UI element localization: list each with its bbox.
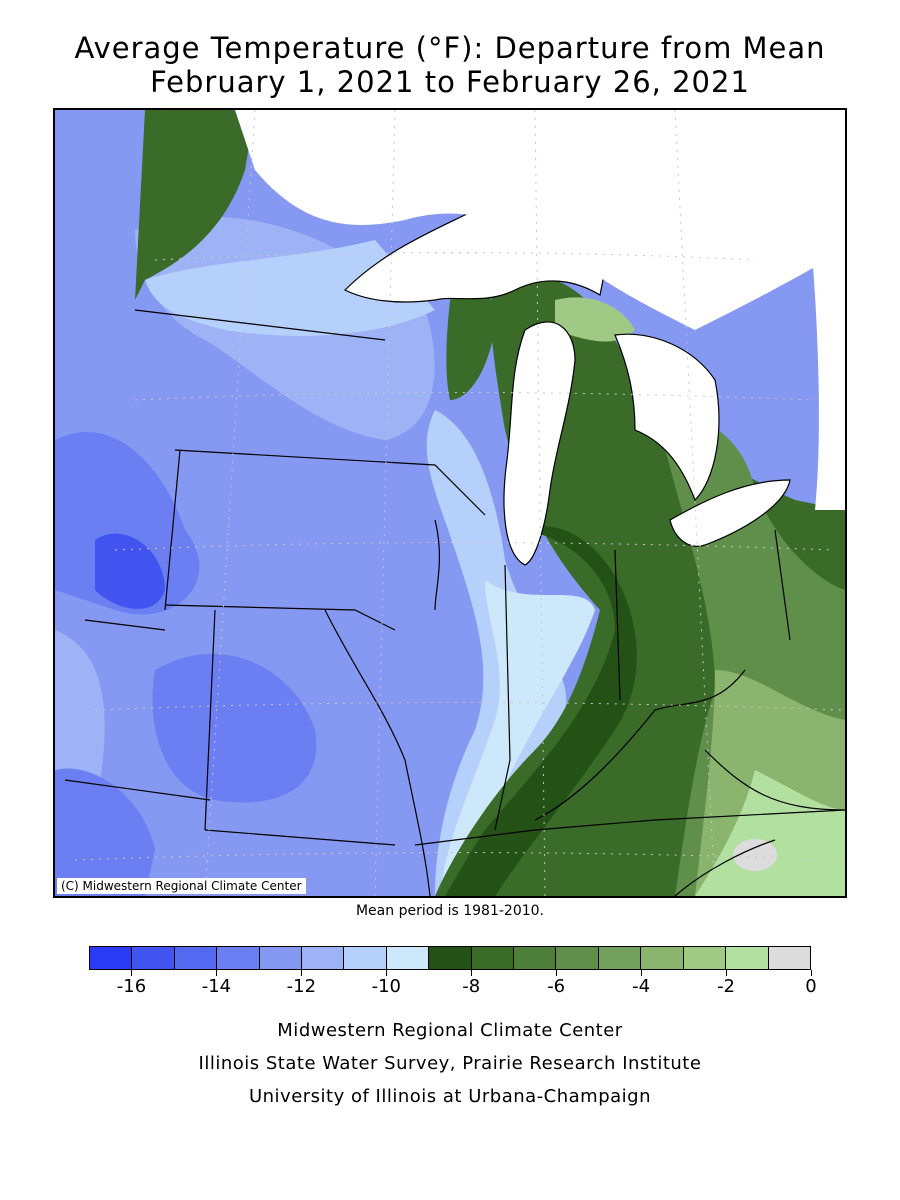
map-svg [55, 110, 845, 896]
legend-tick-label: -8 [462, 976, 481, 997]
contour-minus-14-central [152, 653, 317, 803]
color-legend [89, 946, 811, 970]
legend-tick [471, 970, 473, 976]
legend-swatch [429, 947, 472, 969]
lake-erie [669, 479, 791, 547]
legend-swatch [132, 947, 175, 969]
contour-minus-1-east [695, 770, 845, 896]
legend-tick-label: -14 [201, 976, 232, 997]
legend-tick [301, 970, 303, 976]
canada-no-data [235, 110, 845, 330]
legend-swatch [514, 947, 557, 969]
contour-minus-16 [95, 533, 165, 609]
copyright-label: (C) Midwestern Regional Climate Center [57, 878, 306, 894]
map-date-range: February 1, 2021 to February 26, 2021 [150, 65, 750, 99]
contour-minus-10-mid [426, 410, 567, 896]
legend-tick-label: -2 [717, 976, 736, 997]
legend-tick-label: -4 [632, 976, 651, 997]
lake-huron [614, 333, 720, 502]
map-title: Average Temperature (°F): Departure from… [74, 31, 826, 65]
legend-swatch [217, 947, 260, 969]
lake-michigan [503, 321, 576, 566]
legend-tick-label: -16 [116, 976, 147, 997]
legend-tick-label: -12 [286, 976, 317, 997]
footer-university: University of Illinois at Urbana-Champai… [248, 1086, 652, 1107]
legend-swatch [386, 947, 430, 969]
footer-survey: Illinois State Water Survey, Prairie Res… [198, 1053, 702, 1074]
contour-minus-7-wi [446, 268, 495, 400]
footer-org: Midwestern Regional Climate Center [277, 1020, 623, 1041]
legend-swatch [768, 947, 810, 969]
legend-tick-label: -6 [547, 976, 566, 997]
legend-swatch [556, 947, 599, 969]
legend-swatch [683, 947, 727, 969]
legend-tick [641, 970, 643, 976]
graticule [74, 110, 845, 896]
legend-tick [216, 970, 218, 976]
legend-tick [386, 970, 388, 976]
contour-minus-8-east [445, 526, 637, 896]
contour-minus-14-sw [55, 768, 155, 896]
legend-tick [131, 970, 133, 976]
contour-zero-spot [733, 839, 777, 871]
legend-tick [726, 970, 728, 976]
legend-swatch [641, 947, 684, 969]
no-data-east [795, 110, 845, 510]
legend-tick-label: 0 [805, 976, 817, 997]
contour-minus-14 [55, 432, 200, 615]
contour-minus-7-nw [55, 110, 255, 300]
legend-tick [556, 970, 558, 976]
legend-swatch [598, 947, 642, 969]
legend-swatch [302, 947, 345, 969]
contour-minus-9-mid [440, 580, 595, 896]
legend-tick [811, 970, 812, 976]
legend-swatch [259, 947, 303, 969]
contour-minus-10-north [145, 240, 435, 336]
legend-swatch [471, 947, 515, 969]
legend-swatch [90, 947, 133, 969]
temperature-departure-map: (C) Midwestern Regional Climate Center [53, 108, 847, 898]
state-borders [64, 309, 845, 896]
contour-minus-2-ne [555, 297, 635, 342]
legend-tick-label: -10 [371, 976, 401, 997]
mean-period-note: Mean period is 1981-2010. [355, 903, 545, 919]
legend-swatch [726, 947, 769, 969]
legend-swatch [344, 947, 387, 969]
legend-swatch [174, 947, 218, 969]
